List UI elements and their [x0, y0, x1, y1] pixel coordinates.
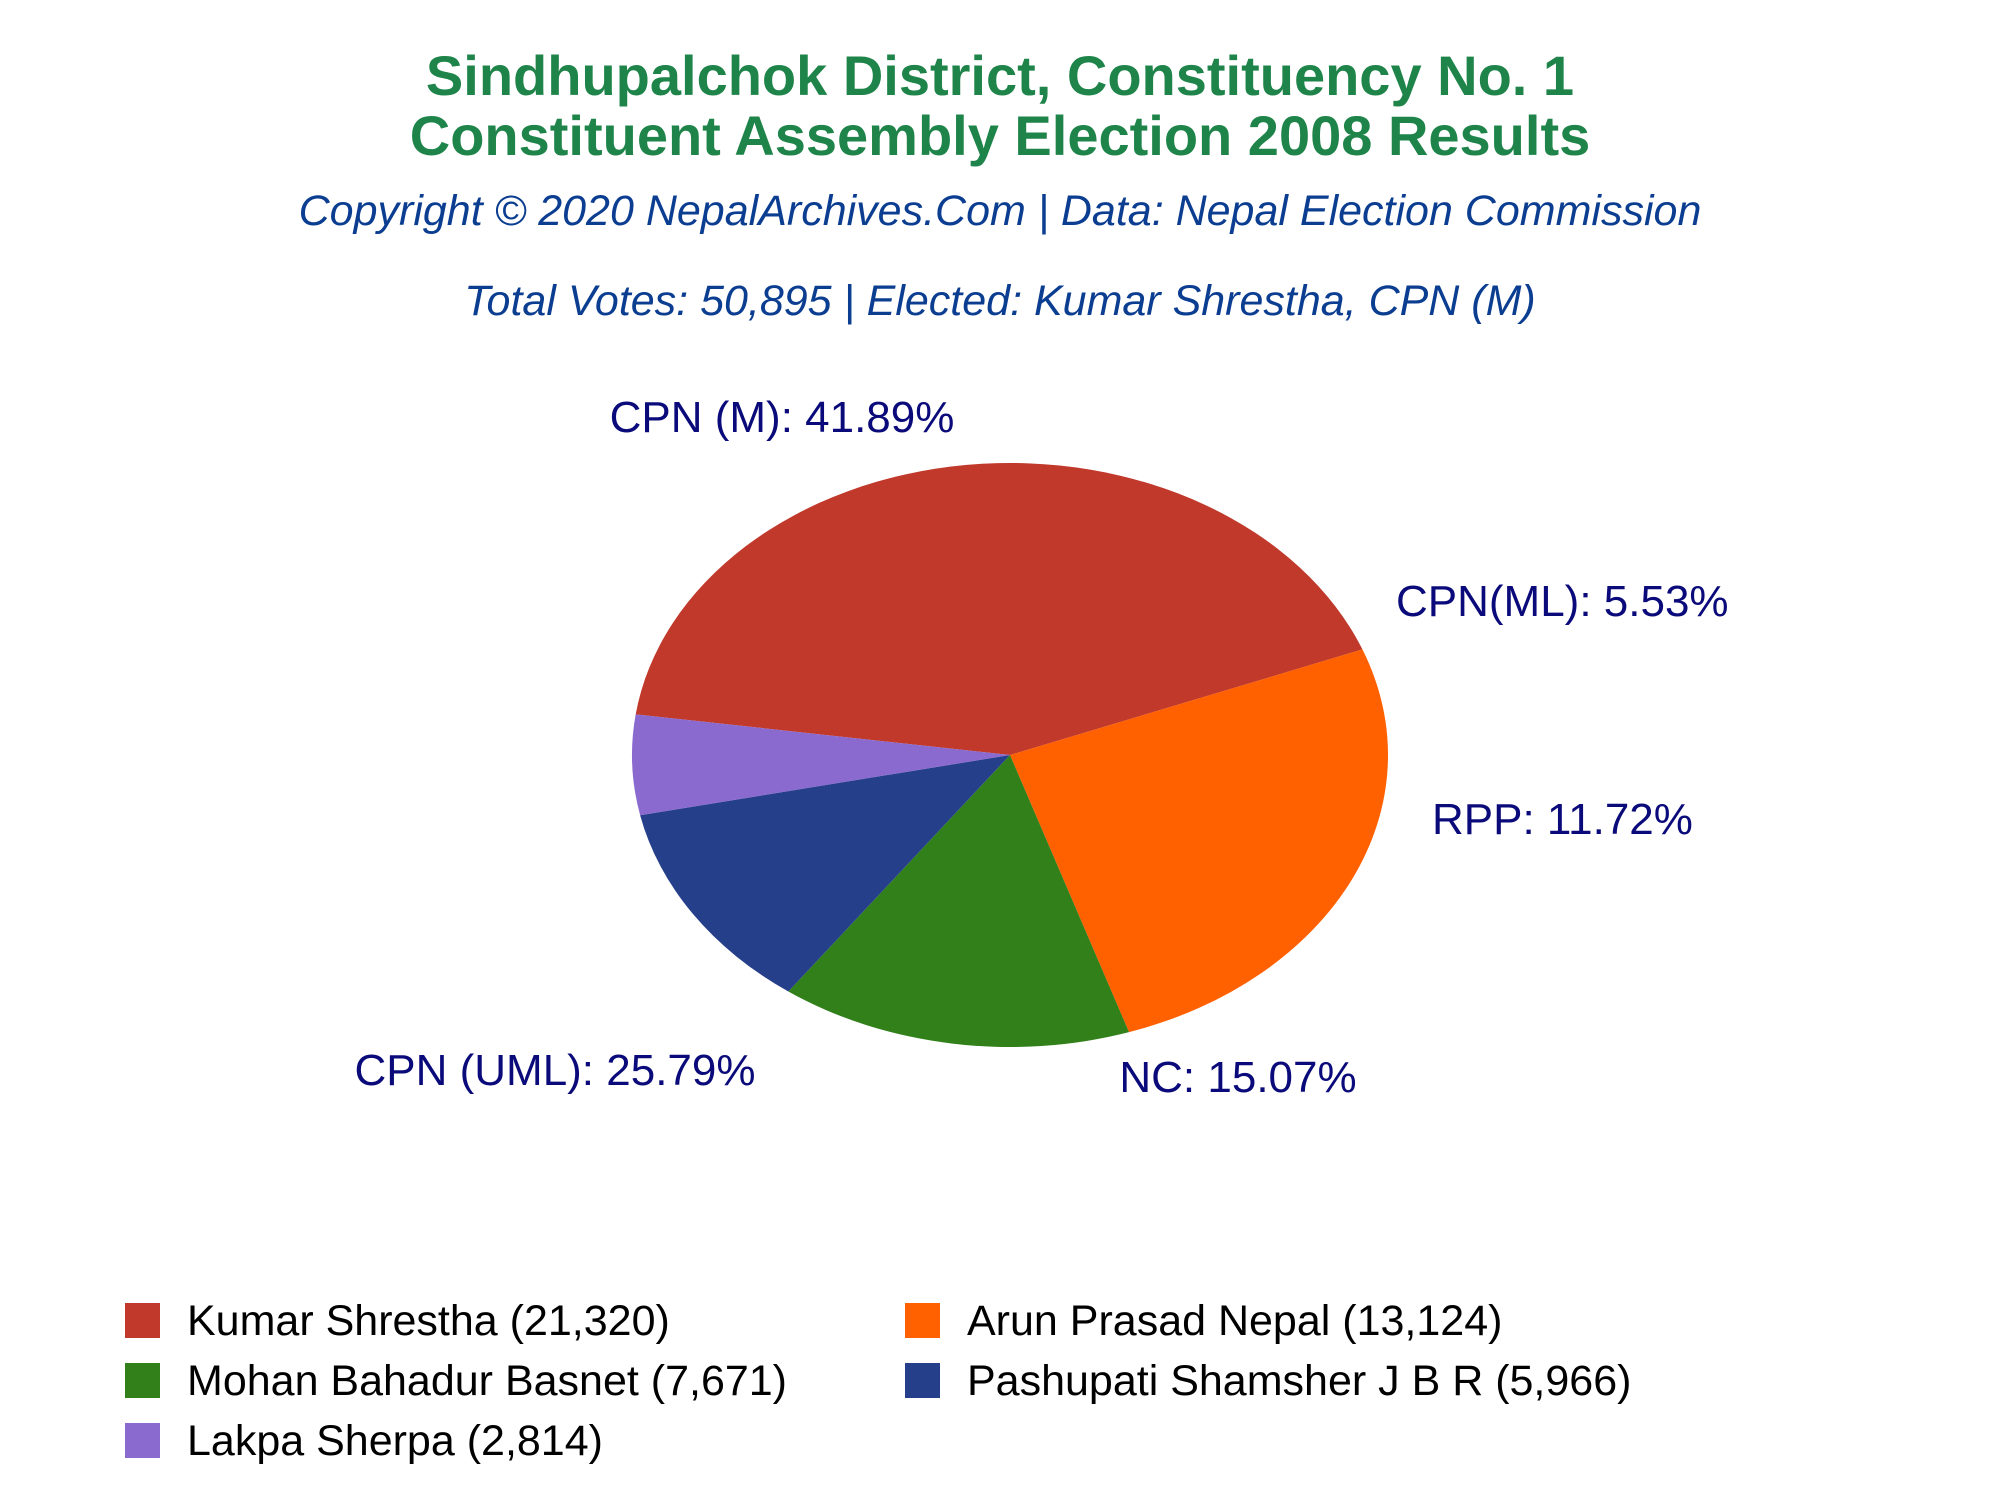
- copyright-text: Copyright © 2020 NepalArchives.Com | Dat…: [299, 187, 1702, 235]
- legend-item: Pashupati Shamsher J B R (5,966): [905, 1357, 1631, 1405]
- pie-slice-nc: [788, 755, 1130, 1047]
- legend-label: Arun Prasad Nepal (13,124): [967, 1297, 1502, 1345]
- slice-label-nc: NC: 15.07%: [1119, 1053, 1356, 1102]
- slice-label-cpn-uml: CPN (UML): 25.79%: [354, 1046, 755, 1095]
- legend-swatch: [125, 1303, 160, 1338]
- legend-item: Kumar Shrestha (21,320): [125, 1297, 670, 1345]
- legend-swatch: [905, 1363, 940, 1398]
- legend: Kumar Shrestha (21,320) Arun Prasad Nepal…: [125, 1297, 1631, 1465]
- pie-slice-rpp: [640, 755, 1010, 992]
- chart-title-line-1: Sindhupalchok District, Constituency No.…: [426, 44, 1574, 107]
- summary-text: Total Votes: 50,895 | Elected: Kumar Shr…: [464, 277, 1536, 325]
- legend-swatch: [125, 1423, 160, 1458]
- pie-top-group: [632, 462, 1388, 1047]
- pie-slice-cpn-uml: [1010, 649, 1388, 1033]
- legend-item: Lakpa Sherpa (2,814): [125, 1417, 603, 1465]
- legend-item: Arun Prasad Nepal (13,124): [905, 1297, 1502, 1345]
- pie-slice-cpn-ml: [632, 714, 1010, 816]
- chart-title-line-2: Constituent Assembly Election 2008 Resul…: [410, 104, 1590, 167]
- slice-label-cpn-m: CPN (M): 41.89%: [610, 393, 955, 442]
- legend-label: Lakpa Sherpa (2,814): [187, 1417, 603, 1465]
- pie-labels-group: CPN (M): 41.89% CPN (UML): 25.79% NC: 15.0…: [354, 393, 1728, 1102]
- pie-slice-cpn-m: [635, 462, 1363, 755]
- legend-label: Mohan Bahadur Basnet (7,671): [187, 1357, 787, 1405]
- legend-item: Mohan Bahadur Basnet (7,671): [125, 1357, 787, 1405]
- legend-label: Pashupati Shamsher J B R (5,966): [967, 1357, 1631, 1405]
- slice-label-cpn-ml: CPN(ML): 5.53%: [1396, 577, 1729, 626]
- legend-label: Kumar Shrestha (21,320): [187, 1297, 670, 1345]
- legend-swatch: [905, 1303, 940, 1338]
- legend-swatch: [125, 1363, 160, 1398]
- slice-label-rpp: RPP: 11.72%: [1432, 795, 1693, 844]
